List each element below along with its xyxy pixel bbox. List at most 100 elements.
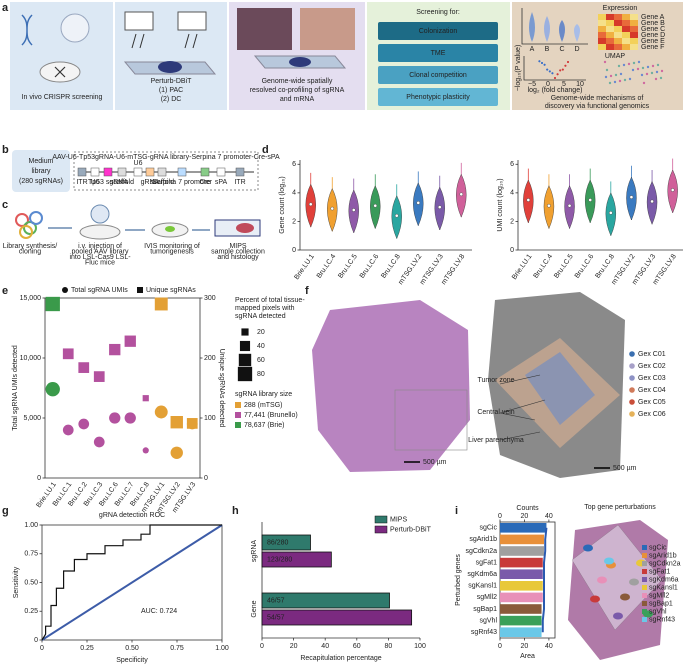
step-title: Screening for: [416, 9, 460, 16]
mini-gene: Gene E [641, 38, 665, 45]
heat-cell [614, 20, 622, 26]
panel-label: i [455, 505, 458, 517]
legend-dot [629, 351, 635, 357]
perturbation-blob [583, 544, 593, 552]
x-tick-label: 0.50 [125, 645, 139, 652]
chart-title: gRNA detection ROC [99, 512, 165, 519]
heat-cell [598, 14, 606, 20]
umap-dot [650, 71, 654, 75]
volcano-dot [543, 63, 546, 66]
vector-title: AAV-U6-Tp53gRNA-U6-mTSG-gRNA library-Ser… [52, 154, 280, 161]
mini-tick: C [559, 46, 564, 53]
plot-frame [44, 297, 201, 479]
volcano-dot [561, 68, 564, 71]
legend-marker [62, 287, 68, 293]
step-box [10, 2, 113, 110]
y-tick-label: sgArid1b [469, 536, 497, 543]
mini-title: Expression [603, 5, 638, 12]
panel-label: h [232, 505, 239, 517]
y-tick-label: sgCic [479, 525, 497, 532]
y-axis-label: UMI count (log₁₀) [497, 178, 504, 231]
umap-dot [604, 75, 608, 79]
bar [500, 557, 543, 568]
legend-label: sgFat1 [649, 568, 671, 575]
panel-label: c [2, 199, 8, 211]
y-axis-label: Perturbed genes [455, 554, 462, 606]
y-tick-label: 0 [292, 247, 296, 254]
vector-label: ITR [234, 179, 245, 186]
median-dot [308, 202, 313, 207]
size-legend-marker [237, 366, 253, 382]
median-dot [526, 198, 531, 202]
x-tick-label: 40 [321, 643, 329, 650]
y-axis-label: Total sgRNA UMIs detected [12, 345, 19, 431]
legend-swatch [642, 553, 647, 558]
legend-marker [137, 287, 143, 293]
heat-cell [614, 44, 622, 50]
vector-label: scaffold [110, 179, 134, 186]
heat-cell [598, 44, 606, 50]
bar [261, 534, 311, 551]
legend-swatch [642, 617, 647, 622]
median-dot [588, 198, 592, 202]
volcano-dot [559, 69, 562, 72]
legend-title: sgRNA detected [235, 313, 286, 320]
plasmid-icon [19, 225, 33, 239]
library-label: library [31, 168, 51, 175]
vector-label: Tp53 sgRNA [88, 179, 128, 186]
screen-button [378, 88, 498, 106]
mini-gene: Gene C [641, 26, 665, 33]
legend-dot [629, 375, 635, 381]
umap-dot [627, 62, 631, 66]
umi-point [62, 424, 74, 436]
annotation-line [499, 374, 541, 385]
volcano-dot [567, 61, 569, 63]
y-tick-label: 6 [510, 161, 514, 168]
umap-dot [619, 72, 623, 76]
y2-axis-label: Unique sgRNAs detected [218, 349, 225, 428]
y-tick-label: 0 [510, 247, 514, 254]
heat-cell [606, 14, 614, 20]
umap-dot [659, 76, 663, 80]
screen-label: Colonization [419, 28, 458, 35]
screen-button [378, 66, 498, 84]
y-tick-label: sgRnf43 [471, 629, 497, 636]
size-legend-marker [238, 353, 252, 367]
tissue-icon [236, 223, 254, 233]
legend-label: Gex C02 [638, 363, 666, 370]
volcano-dot [551, 72, 554, 75]
x-tick-label: 20 [290, 643, 298, 650]
mini-title: UMAP [605, 53, 626, 60]
step-caption: cloning [19, 248, 41, 255]
vector-label: scaffold [150, 179, 174, 186]
mini-gene: Gene D [641, 32, 665, 39]
unique-point [93, 371, 105, 382]
umap-dot [622, 63, 626, 67]
mini-tick: 0 [546, 81, 550, 88]
perturbation-blob [597, 576, 607, 584]
bar [261, 609, 413, 626]
heat-cell [630, 20, 638, 26]
y-tick-label: 300 [204, 295, 216, 302]
x-tick-label: 60 [353, 643, 361, 650]
y-axis-label: Gene count (log₁₀) [279, 176, 286, 233]
unique-point [186, 418, 198, 429]
value-label: 54/57 [267, 614, 285, 621]
median-dot [629, 195, 634, 199]
heat-cell [606, 32, 614, 38]
step-box [512, 2, 683, 110]
legend-label: Gex C01 [638, 351, 666, 358]
volcano-dot [538, 60, 541, 63]
unique-point [62, 348, 74, 360]
heat-cell [622, 14, 630, 20]
median-dot [609, 211, 613, 215]
library-label: Medium [29, 158, 54, 165]
x-tick-label: 40 [545, 513, 553, 520]
umi-point [78, 418, 90, 430]
screen-button [378, 22, 498, 40]
step-label: Genome-wide spatially [262, 78, 333, 85]
annotation-line [499, 399, 546, 421]
legend-swatch [642, 601, 647, 606]
umap-dot [614, 73, 618, 77]
volcano-dot [541, 62, 543, 64]
